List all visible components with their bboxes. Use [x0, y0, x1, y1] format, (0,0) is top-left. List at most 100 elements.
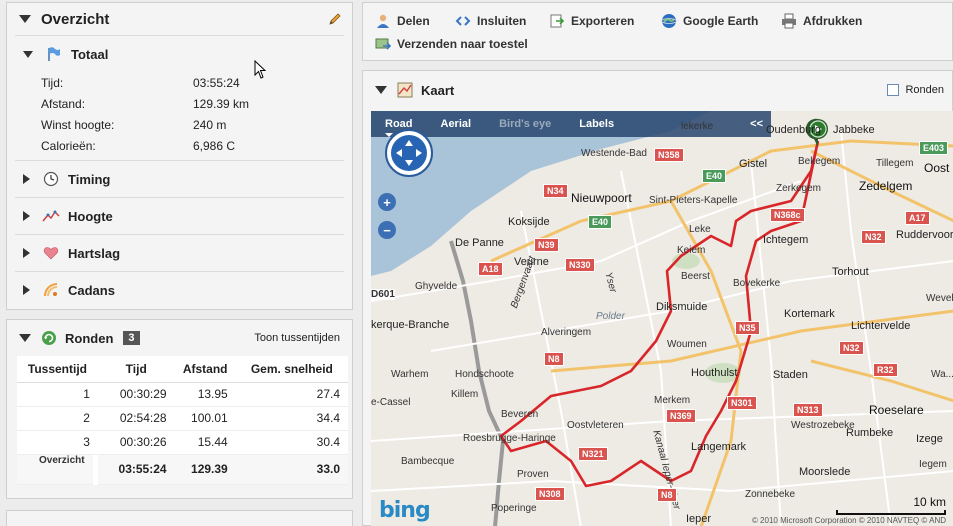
table-row[interactable]: 2 02:54:28 100.01 34.4	[17, 406, 348, 431]
scale-label: 10 km	[913, 495, 946, 509]
ronden-checkbox-label: Ronden	[905, 84, 944, 96]
kaart-title: Kaart	[421, 82, 455, 98]
place-label: Torhout	[832, 266, 869, 278]
zoom-out-button[interactable]: −	[378, 221, 396, 239]
road-shield: R32	[873, 363, 898, 377]
checkbox-box[interactable]	[887, 84, 900, 96]
place-label: Killem	[451, 389, 479, 400]
column-header[interactable]: Tussentijd	[17, 356, 98, 383]
route-map[interactable]: Road Aerial Bird's eye Labels << + − Oud…	[371, 111, 953, 526]
verzenden-label: Verzenden naar toestel	[397, 37, 528, 51]
map-style-bar: Road Aerial Bird's eye Labels <<	[371, 111, 771, 137]
section-timing-label: Timing	[68, 171, 111, 187]
map-style-aerial[interactable]: Aerial	[440, 118, 472, 130]
section-totaal[interactable]: Totaal	[15, 35, 344, 72]
collapse-bar-icon[interactable]: <<	[750, 118, 763, 130]
summary-label: Overzicht	[17, 454, 93, 485]
collapse-arrow-icon[interactable]	[19, 334, 31, 342]
pan-control[interactable]	[385, 129, 433, 177]
section-hoogte-label: Hoogte	[68, 208, 113, 224]
road-shield: N301	[727, 396, 757, 410]
road-shield: E40	[588, 215, 613, 229]
road-shield: D601	[371, 289, 395, 300]
flag-icon	[45, 46, 63, 62]
section-hartslag[interactable]: Hartslag	[15, 234, 344, 271]
export-icon	[549, 13, 565, 29]
totaal-row-winst: Winst hoogte: 240 m	[41, 114, 344, 135]
totaal-key: Winst hoogte:	[41, 117, 115, 132]
place-label: Roesbrugge-Haringe	[463, 433, 556, 444]
place-label: Veurne	[514, 256, 549, 268]
section-cadans-label: Cadans	[68, 282, 115, 298]
section-totaal-label: Totaal	[71, 46, 109, 62]
road-shield: N32	[839, 341, 864, 355]
section-hoogte[interactable]: Hoogte	[15, 197, 344, 234]
totaal-key: Tijd:	[41, 75, 64, 90]
column-header[interactable]: Gem. snelheid	[235, 356, 348, 383]
section-cadans[interactable]: Cadans	[15, 271, 344, 308]
place-label: Poperinge	[491, 503, 537, 514]
afdrukken-button[interactable]: Afdrukken	[781, 13, 862, 29]
ronden-checkbox[interactable]: Ronden	[887, 84, 944, 96]
table-cell: 30.4	[235, 430, 348, 455]
road-shield: A18	[478, 262, 503, 276]
map-style-road[interactable]: Road	[371, 118, 427, 137]
map-style-birds-eye[interactable]: Bird's eye	[499, 118, 552, 130]
table-cell: 13.95	[174, 382, 236, 407]
column-header[interactable]: Tijd	[97, 356, 175, 383]
collapse-arrow-icon[interactable]	[375, 86, 387, 94]
map-icon	[397, 82, 413, 98]
laps-table: Tussentijd Tijd Afstand Gem. snelheid 1 …	[17, 356, 348, 485]
toon-tussentijden-link[interactable]: Toon tussentijden	[254, 332, 340, 344]
place-label: Zerkegem	[776, 183, 822, 194]
route-line[interactable]	[499, 140, 820, 488]
expand-arrow-icon[interactable]	[23, 248, 30, 258]
expand-arrow-icon[interactable]	[23, 211, 30, 221]
column-header[interactable]: Afstand	[174, 356, 236, 383]
insluiten-button[interactable]: Insluiten	[455, 13, 526, 29]
place-label: lekerke	[681, 121, 714, 132]
zoom-in-button[interactable]: +	[378, 193, 396, 211]
place-label: Kortemark	[784, 308, 835, 320]
place-label: Hondschoote	[455, 369, 514, 380]
heart-icon	[42, 245, 60, 261]
expand-arrow-icon[interactable]	[23, 285, 30, 295]
summary-cell: 33.0	[235, 454, 348, 485]
place-label: Woumen	[667, 339, 707, 350]
road-shield: E403	[919, 141, 949, 155]
kaart-panel: Kaart Ronden	[362, 70, 953, 526]
pencil-edit-icon[interactable]	[328, 12, 342, 26]
road-shield: N34	[543, 184, 568, 198]
section-timing[interactable]: Timing	[15, 160, 344, 197]
start-marker[interactable]	[805, 118, 828, 147]
pan-arrows-icon[interactable]	[391, 135, 427, 171]
verzenden-button[interactable]: Verzenden naar toestel	[375, 36, 528, 52]
place-label: Jabbeke	[833, 124, 875, 136]
delen-button[interactable]: Delen	[375, 13, 430, 29]
exporteren-button[interactable]: Exporteren	[549, 13, 634, 29]
road-shield: N8	[657, 488, 677, 502]
place-label: De Panne	[455, 237, 504, 249]
place-label: Zedelgem	[859, 179, 913, 193]
place-label: Oost	[924, 161, 950, 175]
ronden-header[interactable]: Ronden 3 Toon tussentijden	[7, 320, 352, 356]
kaart-header[interactable]: Kaart Ronden	[363, 71, 952, 109]
place-label: Alveringem	[541, 327, 592, 338]
delen-label: Delen	[397, 14, 430, 28]
google-earth-button[interactable]: Google Earth	[661, 13, 758, 29]
google-earth-label: Google Earth	[683, 14, 759, 28]
overzicht-header[interactable]: Overzicht	[7, 3, 352, 35]
collapse-arrow-icon[interactable]	[19, 15, 31, 23]
table-row[interactable]: 1 00:30:29 13.95 27.4	[17, 382, 348, 407]
summary-cell: 03:55:24	[97, 454, 175, 485]
laps-table-header: Tussentijd Tijd Afstand Gem. snelheid	[17, 356, 348, 383]
road-shield: N8	[544, 352, 564, 366]
expand-arrow-icon[interactable]	[23, 174, 30, 184]
afdrukken-label: Afdrukken	[803, 14, 863, 28]
action-toolbar: Delen Insluiten Exporteren Google Earth …	[362, 2, 953, 61]
table-row[interactable]: 3 00:30:26 15.44 30.4	[17, 430, 348, 455]
expand-arrow-icon[interactable]	[23, 50, 33, 58]
road-shield: A17	[905, 211, 930, 225]
totaal-value: 6,986 C	[193, 138, 236, 153]
map-labels-toggle[interactable]: Labels	[579, 118, 615, 130]
